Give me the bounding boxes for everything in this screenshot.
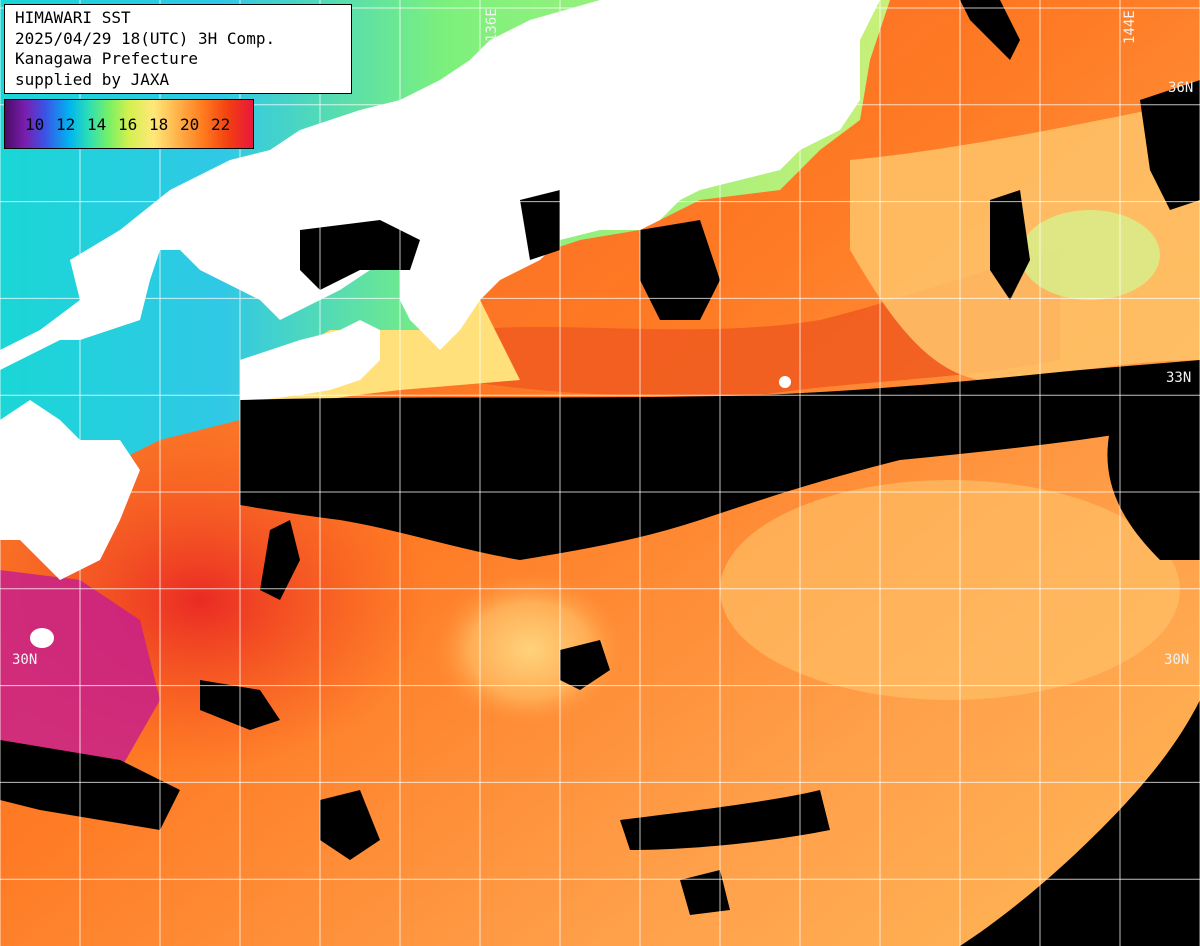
observation-datetime: 2025/04/29 18(UTC) 3H Comp. — [15, 28, 276, 48]
data-credit: supplied by JAXA — [15, 69, 170, 89]
lat-label-30n-right: 30N — [1164, 652, 1190, 668]
info-box: HIMAWARI SST 2025/04/29 18(UTC) 3H Comp.… — [4, 4, 352, 94]
legend-tick-20: 20 — [180, 115, 200, 134]
land-kyushu — [0, 400, 140, 580]
legend-tick-14: 14 — [87, 115, 107, 134]
land-shikoku — [240, 320, 380, 405]
product-title: HIMAWARI SST — [15, 8, 131, 27]
color-legend: 10 12 14 16 18 20 22 — [4, 99, 254, 149]
lon-label-136e: 136E — [484, 8, 500, 42]
lat-label-33n: 33N — [1166, 370, 1192, 386]
legend-tick-16: 16 — [118, 115, 138, 134]
island-tanegashima — [30, 628, 54, 648]
lon-label-144e: 144E — [1122, 10, 1138, 44]
legend-tick-10: 10 — [25, 115, 45, 134]
cool-eddy-east — [1020, 210, 1160, 300]
eddy-east-light — [720, 480, 1180, 700]
legend-tick-18: 18 — [149, 115, 169, 134]
land-honshu — [0, 0, 880, 370]
island-izu — [779, 376, 791, 388]
region-name: Kanagawa Prefecture — [15, 49, 199, 68]
legend-tick-22: 22 — [211, 115, 231, 134]
lat-label-36n: 36N — [1168, 80, 1194, 96]
kuroshio-band — [460, 250, 1060, 397]
lat-label-30n-left: 30N — [12, 652, 38, 668]
legend-tick-12: 12 — [56, 115, 76, 134]
